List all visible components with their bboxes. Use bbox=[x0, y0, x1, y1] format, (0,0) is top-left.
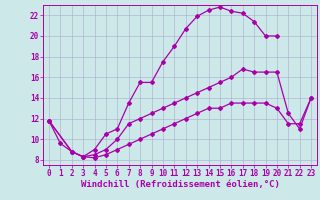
X-axis label: Windchill (Refroidissement éolien,°C): Windchill (Refroidissement éolien,°C) bbox=[81, 180, 279, 189]
